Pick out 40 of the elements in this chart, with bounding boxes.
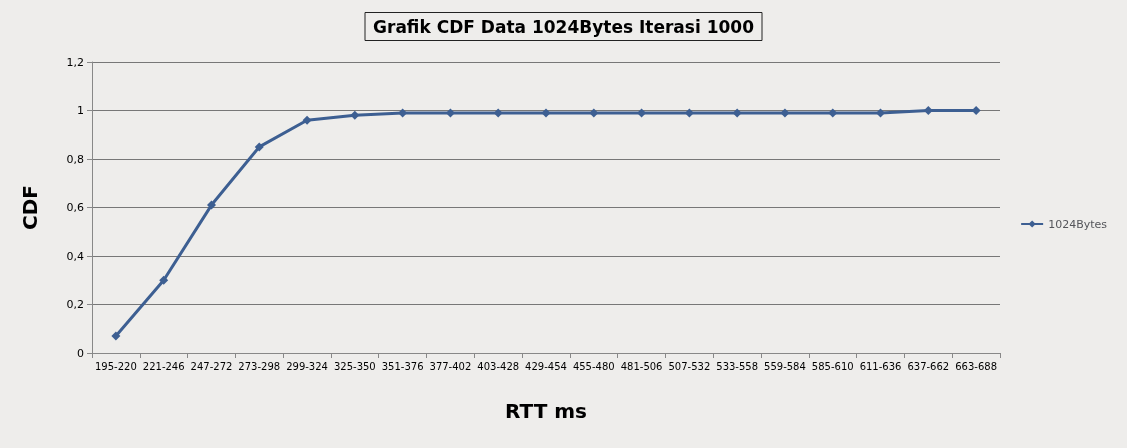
- x-tick-label: 611-636: [859, 360, 902, 372]
- x-tick-label: 507-532: [668, 360, 711, 372]
- x-tick-label: 429-454: [525, 360, 567, 372]
- legend-label: 1024Bytes: [1048, 217, 1108, 231]
- x-tick-label: 247-272: [190, 360, 233, 372]
- x-tick-label: 455-480: [572, 360, 615, 372]
- x-tick-label: 351-376: [381, 360, 424, 372]
- y-tick-label: 0,2: [66, 298, 84, 311]
- point: [302, 115, 312, 125]
- point: [350, 110, 360, 120]
- y-tick-label: 0,6: [66, 201, 84, 214]
- x-tick-label: 195-220: [95, 360, 137, 372]
- point: [206, 200, 216, 210]
- x-tick-label: 585-610: [811, 360, 854, 372]
- x-tick-label: 325-350: [333, 360, 376, 372]
- y-tick-label: 1: [77, 104, 84, 117]
- x-tick-label: 403-428: [477, 360, 520, 372]
- y-tick-label: 0,4: [66, 249, 84, 263]
- y-tick-label: 0,8: [66, 152, 84, 166]
- y-tick-label: 0: [77, 346, 84, 360]
- y-tick-label: 1,2: [66, 55, 84, 69]
- x-tick-label: 299-324: [286, 360, 328, 372]
- point: [923, 106, 933, 115]
- point: [541, 108, 551, 118]
- x-tick-label: 533-558: [716, 360, 759, 372]
- x-tick-label: 221-246: [142, 360, 185, 372]
- point: [732, 108, 742, 118]
- x-tick-label: 273-298: [238, 360, 281, 372]
- x-tick-label: 663-688: [955, 360, 997, 372]
- x-tick-label: 559-584: [764, 360, 806, 372]
- x-tick-label: 637-662: [907, 360, 950, 372]
- x-tick-label: 377-402: [429, 360, 472, 372]
- point: [111, 331, 121, 341]
- point: [159, 275, 169, 285]
- point: [780, 108, 790, 118]
- x-axis-title: RTT ms: [505, 399, 587, 423]
- y-axis-title: CDF: [18, 185, 42, 230]
- chart-title: Grafik CDF Data 1024Bytes Iterasi 1000: [373, 16, 755, 37]
- x-tick-label: 481-506: [620, 360, 663, 372]
- point: [254, 142, 264, 152]
